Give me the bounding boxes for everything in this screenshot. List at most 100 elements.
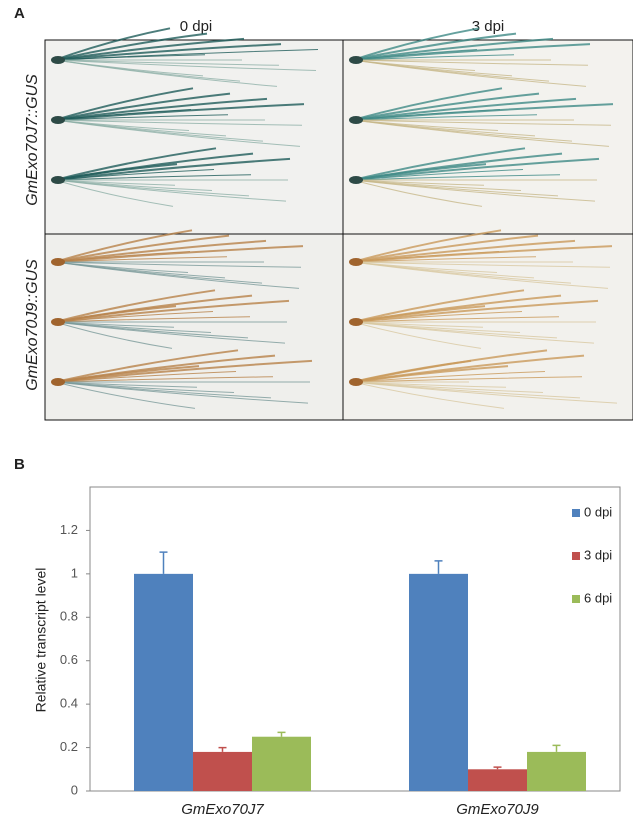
root	[54, 256, 228, 263]
row-label: GmExo70J9::GUS	[24, 259, 41, 391]
root	[352, 92, 540, 121]
error-bar	[493, 766, 502, 770]
root	[54, 32, 208, 61]
root	[54, 43, 282, 61]
root-crown	[51, 116, 65, 124]
root	[352, 261, 611, 268]
root	[54, 321, 173, 349]
bar	[193, 751, 252, 791]
root	[352, 168, 524, 181]
y-tick-label: 0	[71, 782, 78, 797]
root	[54, 239, 267, 263]
legend-swatch	[572, 595, 580, 603]
root	[54, 168, 215, 181]
root	[54, 349, 239, 383]
root	[54, 261, 300, 289]
root-crown	[349, 318, 363, 326]
column-label: 0 dpi	[180, 18, 213, 35]
root	[352, 239, 576, 263]
root	[352, 59, 589, 66]
root	[352, 54, 515, 61]
root	[352, 97, 577, 121]
root	[352, 321, 595, 344]
root	[54, 381, 309, 404]
root	[352, 179, 596, 202]
column-label: 3 dpi	[472, 18, 505, 35]
root	[54, 229, 193, 263]
y-tick-label: 0.2	[60, 739, 78, 754]
root	[54, 92, 231, 121]
root	[352, 256, 537, 263]
legend-label: 6 dpi	[584, 590, 612, 605]
row-label: GmExo70J7::GUS	[24, 74, 41, 206]
error-bar	[552, 744, 561, 752]
root	[54, 59, 317, 72]
legend-swatch	[572, 509, 580, 517]
x-tick-label: GmExo70J7	[181, 801, 264, 818]
legend-swatch	[572, 552, 580, 560]
root	[352, 305, 486, 323]
x-tick-label: GmExo70J9	[456, 801, 539, 818]
root	[54, 59, 280, 66]
root	[352, 261, 609, 289]
error-bar	[434, 560, 443, 574]
root	[54, 376, 274, 383]
root	[54, 97, 268, 121]
root	[352, 365, 509, 383]
root-crown	[349, 116, 363, 124]
root	[54, 370, 237, 383]
y-tick-label: 0.8	[60, 609, 78, 624]
root	[352, 157, 600, 181]
y-tick-label: 0.4	[60, 696, 78, 711]
bar	[134, 573, 193, 791]
error-bar	[218, 746, 227, 752]
y-axis-label: Relative transcript level	[33, 568, 49, 713]
root	[352, 48, 478, 61]
root	[54, 381, 196, 409]
root-crown	[51, 318, 65, 326]
root-crown	[51, 378, 65, 386]
root	[54, 37, 245, 61]
root-crown	[349, 378, 363, 386]
root	[352, 163, 487, 181]
root	[352, 174, 561, 181]
root	[54, 147, 217, 181]
root	[54, 179, 287, 202]
root	[54, 250, 191, 263]
bar	[409, 573, 468, 791]
error-bar	[277, 731, 286, 737]
photo-grid	[44, 27, 633, 421]
root	[352, 32, 517, 61]
root	[352, 381, 505, 409]
root-crown	[51, 56, 65, 64]
root	[352, 310, 523, 323]
root-crown	[349, 176, 363, 184]
root	[54, 108, 192, 121]
bar	[527, 751, 586, 791]
root	[54, 365, 200, 383]
root	[352, 376, 583, 383]
root	[352, 147, 526, 181]
photo	[342, 39, 633, 235]
root	[54, 234, 230, 263]
root	[54, 119, 303, 126]
root	[352, 27, 480, 61]
root	[352, 119, 612, 126]
root	[352, 299, 599, 323]
y-tick-label: 0.6	[60, 652, 78, 667]
root	[54, 359, 313, 383]
root	[352, 179, 483, 207]
root-crown	[51, 258, 65, 266]
root	[54, 27, 171, 61]
bar	[468, 769, 527, 791]
root	[54, 114, 229, 121]
root	[352, 114, 538, 121]
root	[352, 87, 503, 121]
bar	[252, 736, 311, 791]
root	[352, 43, 591, 61]
root	[54, 289, 216, 323]
root-crown	[349, 258, 363, 266]
root	[54, 163, 178, 181]
root	[352, 381, 618, 404]
